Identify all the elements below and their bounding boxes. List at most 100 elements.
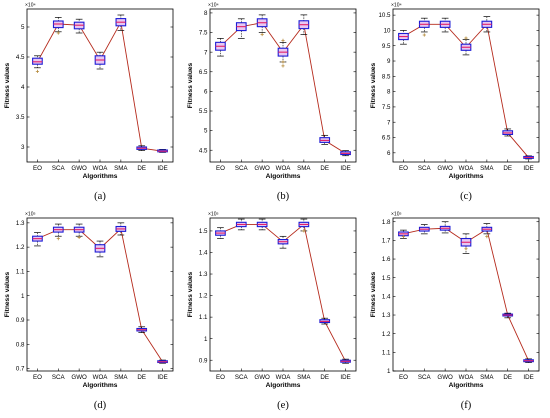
x-tick-label-sma: SMA [480, 374, 494, 381]
x-tick-label-sca: SCA [235, 165, 249, 172]
y-exponent-label: ×10⁵ [391, 212, 402, 218]
y-tick-label: 6.5 [199, 69, 208, 76]
x-tick-label-gwo: GWO [254, 165, 270, 172]
box-ide [523, 358, 534, 363]
panel-a: 3 3.5 4 4.5 5 ×10⁴ EO SCA GWO WOA SMA DE IDE Algorith… [0, 0, 183, 209]
boxplot-b: 4.5 5 5.5 6 6.5 7 7.5 8×10⁴ EO SCA GWO WOA SMA DE IDE A… [187, 3, 357, 202]
y-axis-label: Fitness values [370, 271, 377, 317]
box-gwo [256, 14, 268, 33]
panel-d: 0.7 0.8 0.9 1 1.1 1.2 1.3 ×10⁵ EO SCA GWO WOA SMA DE I… [0, 209, 183, 418]
x-axis-label: Algorithms [83, 382, 118, 389]
y-tick-label: 1.5 [382, 275, 391, 282]
boxplot-e: 0.9 1 1.1 1.2 1.3 1.4 1.5 ×10⁵ EO SCA GWO WOA SMA DE I… [187, 212, 357, 411]
panel-caption: (c) [460, 191, 472, 202]
plot-frame [209, 8, 357, 163]
box-gwo [439, 221, 451, 234]
x-tick-label-de: DE [503, 374, 512, 381]
x-axis-label: Algorithms [266, 173, 301, 180]
box-eo [215, 227, 226, 239]
x-tick-label-eo: EO [216, 165, 225, 172]
x-tick-label-gwo: GWO [71, 374, 87, 381]
y-tick-label: 7 [387, 119, 391, 126]
median-trend-line [37, 20, 163, 152]
box-eo [32, 55, 43, 69]
x-tick-label-de: DE [320, 165, 329, 172]
y-tick-label: 1 [21, 293, 25, 300]
outlier-point [485, 235, 489, 239]
panel-c: 6 6.5 7 7.5 8 8.5 9 9.5 10 10.5 ×10⁴ EO SCA GWO WOA SMA… [366, 0, 549, 209]
box-woa [277, 235, 289, 249]
y-tick-label: 1.3 [382, 312, 391, 319]
x-axis-label: Algorithms [449, 173, 484, 180]
x-axis-label: Algorithms [83, 173, 118, 180]
x-tick-label-ide: IDE [157, 374, 167, 381]
outlier-point [281, 64, 285, 68]
outlier-point [281, 38, 285, 42]
boxplot-a: 3 3.5 4 4.5 5 ×10⁴ EO SCA GWO WOA SMA DE IDE Algorith… [4, 3, 174, 202]
x-axis-label: Algorithms [266, 382, 301, 389]
x-tick-label-woa: WOA [459, 165, 475, 172]
outlier-point [464, 247, 468, 251]
box-gwo [439, 17, 451, 33]
box-sma [481, 223, 493, 235]
x-tick-label-ide: IDE [523, 374, 533, 381]
x-tick-label-ide: IDE [340, 165, 350, 172]
panel-e: 0.9 1 1.1 1.2 1.3 1.4 1.5 ×10⁵ EO SCA GWO WOA SMA DE I… [183, 209, 366, 418]
outlier-point [260, 32, 264, 37]
box-de [502, 128, 514, 137]
y-tick-label: 1.1 [16, 269, 25, 276]
x-tick-label-woa: WOA [459, 374, 475, 381]
box-sca [418, 17, 430, 33]
x-tick-label-eo: EO [33, 165, 42, 172]
x-tick-label-eo: EO [216, 374, 225, 381]
x-tick-label-gwo: GWO [71, 165, 87, 172]
x-tick-label-woa: WOA [93, 165, 109, 172]
y-tick-label: 3.5 [16, 114, 25, 121]
x-axis-label: Algorithms [449, 382, 484, 389]
y-exponent-label: ×10⁴ [25, 3, 36, 9]
box-sma [115, 222, 127, 236]
x-tick-label-woa: WOA [276, 374, 292, 381]
box-gwo [73, 18, 85, 34]
x-tick-label-sca: SCA [52, 374, 66, 381]
y-tick-label: 1.4 [382, 293, 391, 300]
x-tick-label-gwo: GWO [437, 374, 453, 381]
y-tick-label: 6.5 [382, 135, 391, 142]
y-tick-label: 1 [204, 336, 208, 343]
x-tick-label-sca: SCA [418, 165, 432, 172]
panel-caption: (d) [94, 400, 107, 411]
box-woa [94, 51, 106, 70]
y-tick-label: 5 [204, 128, 208, 135]
x-tick-label-ide: IDE [340, 374, 350, 381]
box-sca [418, 224, 430, 235]
y-tick-label: 5 [21, 24, 25, 31]
y-tick-label: 7.5 [382, 104, 391, 111]
x-tick-label-ide: IDE [523, 165, 533, 172]
x-tick-label-de: DE [503, 165, 512, 172]
box-sma [298, 218, 310, 232]
y-tick-label: 1.4 [199, 250, 208, 257]
y-axis-label: Fitness values [370, 62, 377, 108]
x-tick-label-sma: SMA [114, 374, 128, 381]
box-ide [157, 359, 168, 364]
y-exponent-label: ×10⁵ [208, 212, 219, 218]
x-tick-label-sma: SMA [297, 374, 311, 381]
box-sca [52, 17, 64, 33]
x-tick-label-de: DE [137, 165, 146, 172]
y-tick-label: 1.6 [382, 256, 391, 263]
y-tick-label: 3 [21, 144, 25, 151]
panel-b: 4.5 5 5.5 6 6.5 7 7.5 8 ×10⁴ EO SCA GWO WOA SMA DE IDE A… [183, 0, 366, 209]
outlier-point [464, 36, 468, 40]
outlier-point [56, 31, 60, 35]
y-tick-label: 10 [384, 28, 391, 35]
outlier-point [77, 235, 81, 240]
x-tick-label-eo: EO [399, 165, 408, 172]
x-tick-label-eo: EO [399, 374, 408, 381]
y-axis-label: Fitness values [187, 271, 194, 317]
y-tick-label: 0.7 [16, 366, 25, 373]
box-woa [277, 41, 289, 63]
y-exponent-label: ×10⁴ [391, 3, 402, 9]
box-sma [298, 14, 310, 35]
x-tick-label-sca: SCA [418, 374, 432, 381]
